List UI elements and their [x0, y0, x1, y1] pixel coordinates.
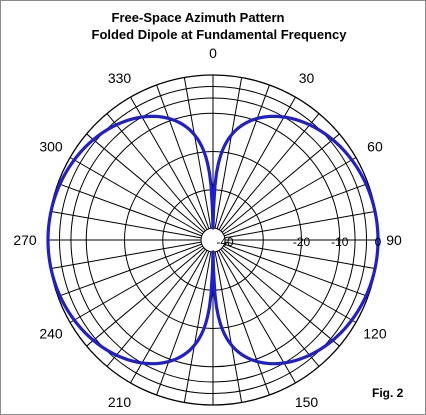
- radial-tick-label: -20: [293, 235, 311, 249]
- radial-tick-label: -10: [331, 235, 349, 249]
- angle-tick-label: 30: [299, 70, 315, 86]
- figure-label: Fig. 2: [372, 386, 404, 400]
- grid-ring: [85, 112, 341, 368]
- angle-tick-label: 0: [209, 45, 217, 61]
- chart-title: Free-Space Azimuth Pattern: [111, 10, 285, 25]
- angle-tick-label: 150: [295, 394, 319, 410]
- grid-ring: [58, 85, 368, 395]
- angle-tick-label: 270: [13, 232, 37, 248]
- angle-tick-label: 120: [363, 326, 387, 342]
- angle-tick-label: 90: [386, 232, 402, 248]
- angle-tick-label: 240: [39, 326, 63, 342]
- angle-tick-label: 330: [108, 70, 132, 86]
- grid-ring: [162, 189, 264, 291]
- chart-subtitle: Folded Dipole at Fundamental Frequency: [91, 27, 347, 42]
- grid-ring: [70, 97, 356, 383]
- angle-tick-label: 60: [367, 139, 383, 155]
- grid-ring: [124, 151, 302, 329]
- pattern-curve: [46, 114, 380, 366]
- radial-tick-label: -40: [216, 235, 234, 249]
- radial-tick-label: 0: [375, 235, 382, 249]
- angle-tick-label: 300: [39, 139, 63, 155]
- angle-tick-label: 210: [108, 394, 132, 410]
